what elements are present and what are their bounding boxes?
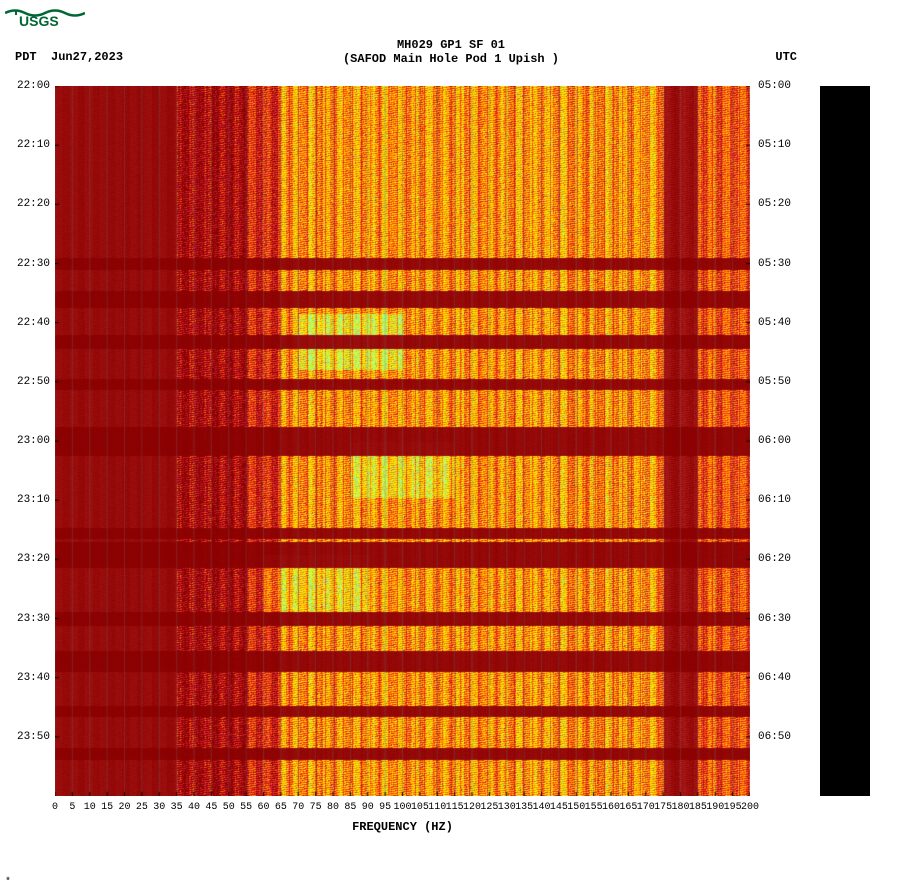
x-tick: 160 bbox=[602, 802, 620, 813]
x-axis-label: FREQUENCY (HZ) bbox=[55, 820, 750, 834]
x-tick: 60 bbox=[257, 802, 269, 813]
tz-left-label: PDT bbox=[15, 50, 37, 64]
x-tick: 120 bbox=[463, 802, 481, 813]
y-right-tick: 05:40 bbox=[758, 317, 791, 329]
y-left-tick: 22:00 bbox=[17, 80, 50, 92]
x-tick: 0 bbox=[52, 802, 58, 813]
x-tick: 95 bbox=[379, 802, 391, 813]
x-tick: 65 bbox=[275, 802, 287, 813]
date-label: Jun27,2023 bbox=[51, 50, 123, 64]
y-right-tick: 05:20 bbox=[758, 198, 791, 210]
y-right-tick: 06:50 bbox=[758, 731, 791, 743]
y-left-tick: 23:20 bbox=[17, 553, 50, 565]
x-tick: 185 bbox=[689, 802, 707, 813]
y-right-tick: 05:10 bbox=[758, 139, 791, 151]
spectrogram-heatmap bbox=[55, 86, 750, 796]
y-left-tick: 22:40 bbox=[17, 317, 50, 329]
title-line2: (SAFOD Main Hole Pod 1 Upish ) bbox=[0, 52, 902, 66]
y-right-tick: 05:50 bbox=[758, 376, 791, 388]
x-tick: 50 bbox=[223, 802, 235, 813]
x-tick: 10 bbox=[84, 802, 96, 813]
colorbar bbox=[820, 86, 870, 796]
x-tick: 170 bbox=[637, 802, 655, 813]
svg-text:USGS: USGS bbox=[19, 13, 59, 29]
x-tick: 105 bbox=[411, 802, 429, 813]
x-tick: 20 bbox=[118, 802, 130, 813]
x-tick: 200 bbox=[741, 802, 759, 813]
y-left-tick: 23:50 bbox=[17, 731, 50, 743]
y-right-tick: 06:30 bbox=[758, 613, 791, 625]
y-right-tick: 06:20 bbox=[758, 553, 791, 565]
y-right-tick: 05:00 bbox=[758, 80, 791, 92]
x-tick: 90 bbox=[362, 802, 374, 813]
x-tick: 80 bbox=[327, 802, 339, 813]
y-left-tick: 23:10 bbox=[17, 494, 50, 506]
x-tick: 180 bbox=[671, 802, 689, 813]
x-tick: 5 bbox=[69, 802, 75, 813]
x-tick: 45 bbox=[205, 802, 217, 813]
x-tick: 150 bbox=[567, 802, 585, 813]
y-left-tick: 23:30 bbox=[17, 613, 50, 625]
x-tick: 70 bbox=[292, 802, 304, 813]
x-tick: 115 bbox=[446, 802, 464, 813]
y-left-tick: 23:00 bbox=[17, 435, 50, 447]
tz-right-label: UTC bbox=[775, 50, 797, 64]
y-right-tick: 06:10 bbox=[758, 494, 791, 506]
x-tick: 35 bbox=[171, 802, 183, 813]
x-tick: 175 bbox=[654, 802, 672, 813]
x-tick: 100 bbox=[393, 802, 411, 813]
y-right-tick: 05:30 bbox=[758, 258, 791, 270]
x-tick: 135 bbox=[515, 802, 533, 813]
y-left-tick: 22:50 bbox=[17, 376, 50, 388]
x-tick: 110 bbox=[428, 802, 446, 813]
y-left-tick: 22:20 bbox=[17, 198, 50, 210]
title-line1: MH029 GP1 SF 01 bbox=[0, 38, 902, 52]
header-left: PDT Jun27,2023 bbox=[15, 50, 123, 64]
y-left-tick: 22:30 bbox=[17, 258, 50, 270]
x-tick: 140 bbox=[532, 802, 550, 813]
x-tick: 130 bbox=[498, 802, 516, 813]
footer-mark: * bbox=[5, 877, 11, 888]
y-left-tick: 22:10 bbox=[17, 139, 50, 151]
y-left-tick: 23:40 bbox=[17, 672, 50, 684]
x-tick: 85 bbox=[344, 802, 356, 813]
x-tick: 195 bbox=[724, 802, 742, 813]
y-right-tick: 06:00 bbox=[758, 435, 791, 447]
x-tick: 75 bbox=[310, 802, 322, 813]
x-tick: 155 bbox=[585, 802, 603, 813]
y-right-tick: 06:40 bbox=[758, 672, 791, 684]
y-axis-right: 05:0005:1005:2005:3005:4005:5006:0006:10… bbox=[753, 86, 813, 796]
x-tick: 15 bbox=[101, 802, 113, 813]
x-tick: 55 bbox=[240, 802, 252, 813]
x-tick: 165 bbox=[619, 802, 637, 813]
x-tick: 125 bbox=[480, 802, 498, 813]
chart-header: PDT Jun27,2023 MH029 GP1 SF 01 (SAFOD Ma… bbox=[0, 38, 902, 67]
x-tick: 145 bbox=[550, 802, 568, 813]
y-axis-left: 22:0022:1022:2022:3022:4022:5023:0023:10… bbox=[0, 86, 55, 796]
x-tick: 25 bbox=[136, 802, 148, 813]
x-tick: 30 bbox=[153, 802, 165, 813]
x-tick: 40 bbox=[188, 802, 200, 813]
x-tick: 190 bbox=[706, 802, 724, 813]
usgs-logo: USGS bbox=[5, 5, 85, 29]
